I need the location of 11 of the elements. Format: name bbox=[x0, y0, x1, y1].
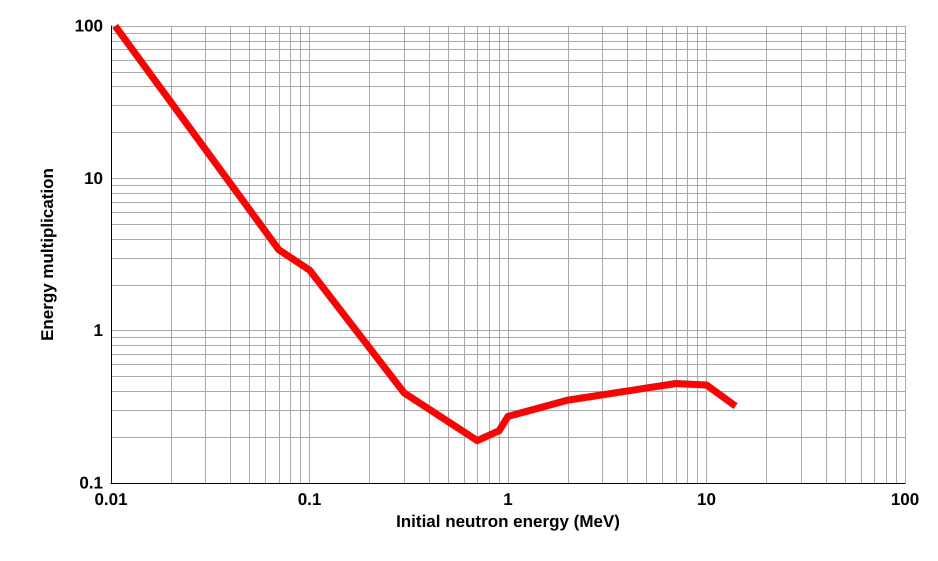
y-tick-label: 10 bbox=[84, 168, 103, 188]
x-tick-label: 1 bbox=[503, 490, 513, 509]
x-tick-label: 0.01 bbox=[94, 490, 128, 509]
y-axis-title: Energy multiplication bbox=[38, 168, 57, 341]
x-tick-label: 0.1 bbox=[298, 490, 322, 509]
y-tick-label: 1 bbox=[94, 321, 103, 340]
x-tick-label: 10 bbox=[697, 490, 716, 509]
y-tick-label: 0.1 bbox=[79, 474, 103, 492]
x-axis-title: Initial neutron energy (MeV) bbox=[396, 512, 620, 531]
x-tick-label: 100 bbox=[890, 490, 920, 509]
y-tick-label: 100 bbox=[74, 16, 103, 36]
